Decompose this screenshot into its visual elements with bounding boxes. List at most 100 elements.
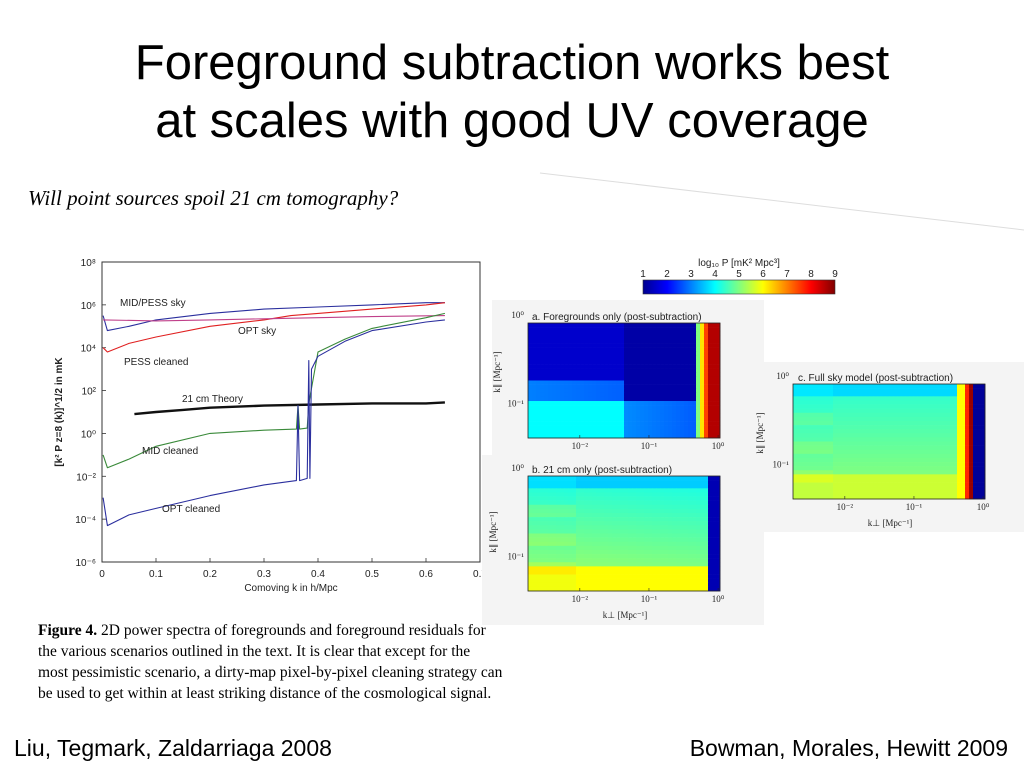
heatmap-cell xyxy=(572,500,577,506)
heatmap-cell xyxy=(608,433,613,439)
heatmap-cell xyxy=(536,372,541,377)
heatmap-cell xyxy=(664,554,669,559)
heatmap-cell xyxy=(857,478,862,483)
heatmap-cell xyxy=(981,433,986,438)
heatmap-cell xyxy=(937,412,942,418)
heatmap-cell xyxy=(909,457,914,463)
heatmap-cell xyxy=(564,537,569,543)
heatmap-cell xyxy=(640,529,645,534)
heatmap-cell xyxy=(620,351,625,357)
heatmap-cell xyxy=(716,521,721,526)
heatmap-cell xyxy=(656,529,661,534)
heatmap-cell xyxy=(929,420,934,426)
heatmap-cell xyxy=(636,384,641,390)
heatmap-cell xyxy=(552,409,557,414)
heatmap-cell xyxy=(632,359,637,365)
heatmap-cell xyxy=(576,425,581,431)
heatmap-cell xyxy=(865,392,870,397)
heatmap-cell xyxy=(845,425,850,430)
heatmap-cell xyxy=(813,388,818,393)
heatmap-cell xyxy=(921,466,926,471)
heatmap-cell xyxy=(532,429,537,435)
heatmap-cell xyxy=(813,441,818,446)
colorbar-tick-label: 7 xyxy=(784,269,790,280)
heatmap-cell xyxy=(913,482,918,487)
heatmap-cell xyxy=(592,578,597,584)
heatmap-cell xyxy=(961,388,966,393)
heatmap-cell xyxy=(712,496,717,501)
heatmap-cell xyxy=(616,480,621,485)
heatmap-cell xyxy=(905,453,910,459)
heatmap-cell xyxy=(648,525,653,530)
heatmap-cell xyxy=(572,347,577,353)
heatmap-cell xyxy=(540,380,545,385)
heatmap-cell xyxy=(592,533,597,538)
heatmap-cell xyxy=(688,335,693,340)
heatmap-cell xyxy=(837,474,842,479)
heatmap-cell xyxy=(696,492,701,497)
heatmap-cell xyxy=(676,529,681,534)
heatmap-cell xyxy=(588,521,593,526)
heatmap-cell xyxy=(544,327,549,332)
heatmap-cell xyxy=(580,512,585,518)
heatmap-cell xyxy=(672,480,677,485)
heatmap-cell xyxy=(628,388,633,394)
heatmap-cell xyxy=(632,570,637,575)
heatmap-cell xyxy=(937,453,942,459)
heatmap-cell xyxy=(865,486,870,492)
heatmap-cell xyxy=(672,512,677,518)
heatmap-cell xyxy=(528,331,533,336)
heatmap-cell xyxy=(604,331,609,336)
heatmap-cell xyxy=(797,478,802,483)
heatmap-cell xyxy=(612,496,617,501)
heatmap-cell xyxy=(793,408,798,414)
heatmap-cell xyxy=(600,405,605,410)
heatmap-cell xyxy=(821,420,826,426)
heatmap-cell xyxy=(716,417,721,422)
heatmap-cell xyxy=(608,541,613,547)
heatmap-cell xyxy=(905,466,910,471)
heatmap-cell xyxy=(552,566,557,571)
heatmap-cell xyxy=(568,533,573,538)
heatmap-cell xyxy=(696,425,701,431)
heatmap-cell xyxy=(560,343,565,348)
heatmap-cell xyxy=(845,462,850,467)
heatmap-cell xyxy=(544,376,549,381)
heatmap-cell xyxy=(652,409,657,414)
heatmap-cell xyxy=(652,388,657,394)
heatmap-cell xyxy=(953,412,958,418)
heatmap-cell xyxy=(564,512,569,518)
heatmap-cell xyxy=(588,545,593,551)
heatmap-cell xyxy=(652,384,657,390)
heatmap-cell xyxy=(708,380,713,385)
heatmap-cell xyxy=(684,476,689,481)
heatmap-cell xyxy=(913,416,918,422)
heatmap-cell xyxy=(688,396,693,402)
heatmap-cell xyxy=(604,574,609,579)
heatmap-cell xyxy=(656,586,661,592)
heatmap-cell xyxy=(688,425,693,431)
heatmap-cell xyxy=(660,396,665,402)
heatmap-cell xyxy=(696,566,701,571)
heatmap-cell xyxy=(973,462,978,467)
heatmap-cell xyxy=(672,376,677,381)
heatmap-cell xyxy=(668,504,673,510)
heatmap-cell xyxy=(973,420,978,426)
heatmap-cell xyxy=(881,384,886,389)
heatmap-cell xyxy=(568,574,573,579)
heatmap-cell xyxy=(837,412,842,418)
heatmap-cell xyxy=(973,474,978,479)
heatmap-cell xyxy=(901,433,906,438)
heatmap-cell xyxy=(604,364,609,369)
heatmap-cell xyxy=(624,392,629,398)
heatmap-cell xyxy=(672,388,677,394)
heatmap-cell xyxy=(552,413,557,418)
heatmap-cell xyxy=(556,405,561,410)
heatmap-cell xyxy=(664,488,669,493)
heatmap-cell xyxy=(644,392,649,398)
heatmap-cell xyxy=(913,457,918,463)
heatmap-cell xyxy=(580,574,585,579)
heatmap-cell xyxy=(712,355,717,361)
heatmap-cell xyxy=(837,478,842,483)
heatmap-cell xyxy=(680,574,685,579)
